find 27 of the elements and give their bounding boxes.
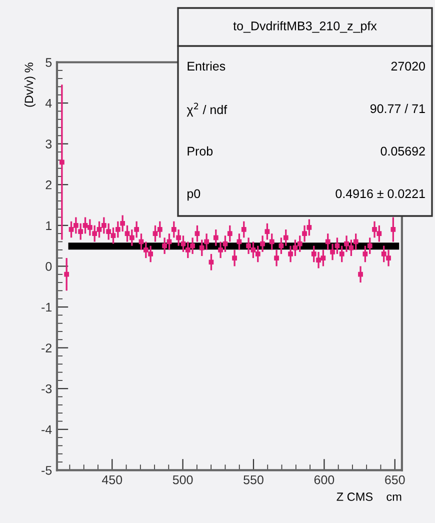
- x-tick-label: 500: [172, 475, 193, 484]
- x-tick-label: 450: [102, 475, 122, 484]
- y-tick-label: 1: [46, 221, 52, 230]
- x-tick-label: 650: [385, 475, 405, 484]
- x-tick-label: 600: [314, 475, 334, 484]
- annotation: Prob: [188, 146, 213, 156]
- y-tick-label: 3: [46, 140, 52, 148]
- y-tick-label: -3: [42, 384, 52, 394]
- y-tick-label: -2: [42, 344, 52, 352]
- annotation: 0.4916 ± 0.0221: [336, 189, 425, 198]
- y-axis-title: (Dv/v) %: [24, 62, 36, 107]
- y-tick-label: 2: [46, 180, 52, 190]
- annotation: Entries: [188, 61, 226, 71]
- x-tick-label: 550: [244, 475, 264, 484]
- y-tick-label: 5: [46, 58, 52, 67]
- annotation: 90.77 / 71: [370, 104, 425, 114]
- annotation: χ$^{2}$ / ndf: [186, 102, 228, 117]
- y-tick-label: -5: [42, 466, 52, 475]
- annotation: 27020: [391, 62, 425, 71]
- x-axis-title: Z CMS cm: [336, 492, 402, 501]
- y-tick-label: -4: [42, 425, 52, 434]
- chart-title: to_DvdriftMB3_210_z_pfx: [233, 21, 377, 33]
- annotation: p0: [188, 189, 200, 201]
- annotation: 0.05692: [380, 146, 425, 156]
- y-tick-label: -1: [42, 302, 52, 312]
- y-tick-label: 0: [46, 262, 52, 271]
- y-tick-label: 4: [45, 98, 52, 108]
